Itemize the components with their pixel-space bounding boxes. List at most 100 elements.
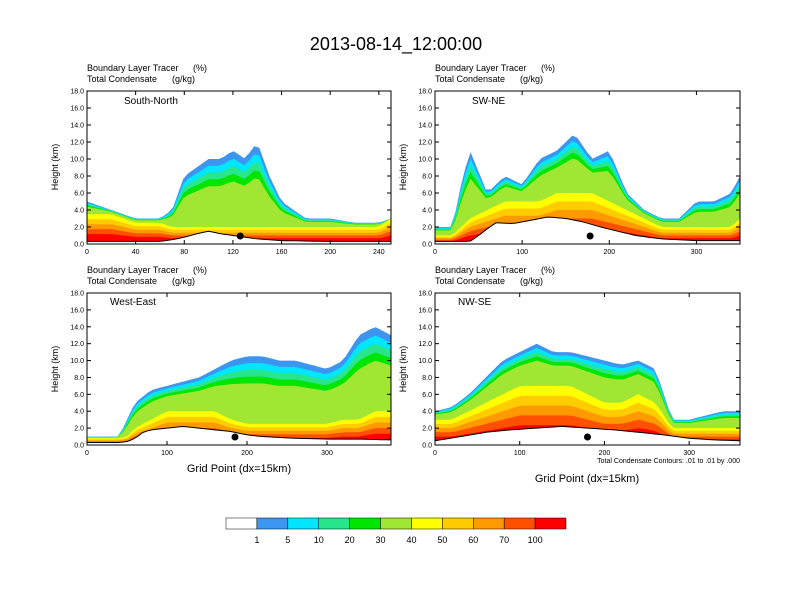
plot-frame bbox=[434, 90, 741, 245]
y-tick-label: 6.0 bbox=[422, 392, 432, 399]
colorbar-swatch bbox=[503, 517, 536, 530]
panel-field-units: (%) bbox=[541, 265, 555, 275]
terrain bbox=[87, 425, 391, 445]
colorbar-swatch bbox=[380, 517, 412, 530]
y-tick-label: 14.0 bbox=[418, 123, 432, 130]
colorbar bbox=[225, 517, 567, 530]
y-ticks: 0.0 2.0 4.0 6.0 8.0 10.0 12.0 14.0 16.0 18.0 bbox=[70, 291, 391, 450]
y-tick-label: 4.0 bbox=[74, 208, 84, 215]
y-tick-label: 18.0 bbox=[418, 291, 432, 298]
y-tick-label: 14.0 bbox=[70, 123, 84, 130]
y-tick-label: 8.0 bbox=[422, 174, 432, 181]
y-tick-label: 12.0 bbox=[70, 341, 84, 348]
y-tick-label: 0.0 bbox=[422, 242, 432, 249]
panel-field-label: Boundary Layer Tracer bbox=[87, 63, 179, 73]
panel-contour-units: (g/kg) bbox=[172, 74, 195, 84]
x-tick-label: 240 bbox=[373, 249, 385, 256]
panel-field-label: Boundary Layer Tracer bbox=[87, 265, 179, 275]
y-tick-label: 6.0 bbox=[74, 392, 84, 399]
y-tick-label: 10.0 bbox=[70, 157, 84, 164]
location-marker bbox=[586, 232, 594, 240]
panel-field-label: Boundary Layer Tracer bbox=[435, 63, 527, 73]
y-tick-label: 14.0 bbox=[70, 324, 84, 331]
y-tick-label: 4.0 bbox=[422, 409, 432, 416]
x-axis-label: Grid Point (dx=15km) bbox=[187, 463, 291, 475]
x-ticks: 0 100 200 300 bbox=[433, 293, 695, 457]
y-tick-label: 12.0 bbox=[418, 140, 432, 147]
x-tick-label: 40 bbox=[132, 249, 140, 256]
terrain-outline bbox=[87, 425, 391, 443]
y-axis-label: Height (km) bbox=[398, 144, 408, 191]
location-marker bbox=[584, 433, 591, 441]
y-tick-label: 0.0 bbox=[74, 443, 84, 450]
plot-frame bbox=[86, 292, 392, 446]
x-tick-label: 300 bbox=[691, 249, 703, 256]
x-ticks: 0 40 80 120 160 200 240 bbox=[85, 91, 385, 256]
x-tick-label: 200 bbox=[324, 249, 336, 256]
y-ticks: 0.0 2.0 4.0 6.0 8.0 10.0 12.0 14.0 16.0 18.0 bbox=[418, 89, 740, 249]
y-axis-label: Height (km) bbox=[50, 144, 60, 191]
colorbar-labels: 1 5 10 20 30 40 50 60 70 100 bbox=[254, 535, 542, 545]
colorbar-label: 1 bbox=[254, 535, 259, 545]
panel-field-units: (%) bbox=[193, 265, 207, 275]
panel-label: West-East bbox=[110, 297, 156, 308]
x-tick-label: 0 bbox=[85, 249, 89, 256]
y-tick-label: 2.0 bbox=[422, 225, 432, 232]
y-tick-label: 0.0 bbox=[74, 242, 84, 249]
colorbar-label: 40 bbox=[406, 535, 416, 545]
colorbar-label: 50 bbox=[437, 535, 447, 545]
colorbar-swatch bbox=[225, 517, 258, 530]
colorbar-label: 70 bbox=[499, 535, 509, 545]
plot-fill bbox=[87, 146, 391, 244]
y-tick-label: 12.0 bbox=[418, 341, 432, 348]
colorbar-swatch bbox=[349, 517, 381, 530]
y-tick-label: 6.0 bbox=[74, 191, 84, 198]
x-tick-label: 100 bbox=[161, 450, 173, 457]
panel-field-units: (%) bbox=[193, 63, 207, 73]
panel-field-label: Boundary Layer Tracer bbox=[435, 265, 527, 275]
y-tick-label: 16.0 bbox=[70, 307, 84, 314]
figure-title: 2013-08-14_12:00:00 bbox=[310, 34, 482, 55]
colorbar-label: 20 bbox=[345, 535, 355, 545]
contour-annotation: Total Condensate Contours: .01 to .01 by… bbox=[597, 458, 740, 465]
y-tick-label: 14.0 bbox=[418, 324, 432, 331]
colorbar-swatch bbox=[473, 517, 505, 530]
y-tick-label: 6.0 bbox=[422, 191, 432, 198]
y-tick-label: 2.0 bbox=[74, 426, 84, 433]
x-tick-label: 100 bbox=[516, 249, 528, 256]
panel-label: South-North bbox=[124, 96, 178, 107]
x-tick-label: 200 bbox=[241, 450, 253, 457]
x-tick-label: 100 bbox=[514, 450, 526, 457]
colorbar-swatch bbox=[318, 517, 350, 530]
y-ticks: 0.0 2.0 4.0 6.0 8.0 10.0 12.0 14.0 16.0 18.0 bbox=[70, 89, 391, 249]
colorbar-label: 100 bbox=[528, 535, 543, 545]
x-ticks: 0 100 200 300 bbox=[433, 91, 702, 256]
y-tick-label: 16.0 bbox=[418, 106, 432, 113]
y-tick-label: 2.0 bbox=[422, 426, 432, 433]
x-tick-label: 120 bbox=[227, 249, 239, 256]
colorbar-swatch bbox=[534, 517, 567, 530]
y-tick-label: 8.0 bbox=[422, 375, 432, 382]
y-tick-label: 10.0 bbox=[418, 157, 432, 164]
plot-fill bbox=[87, 327, 391, 445]
y-tick-label: 4.0 bbox=[74, 409, 84, 416]
panel-contour-label: Total Condensate bbox=[435, 74, 505, 84]
x-tick-label: 200 bbox=[603, 249, 615, 256]
colorbar-label: 60 bbox=[468, 535, 478, 545]
x-tick-label: 0 bbox=[433, 249, 437, 256]
colorbar-label: 30 bbox=[376, 535, 386, 545]
x-tick-label: 160 bbox=[276, 249, 288, 256]
panel-contour-units: (g/kg) bbox=[520, 276, 543, 286]
y-tick-label: 0.0 bbox=[422, 443, 432, 450]
panel-contour-label: Total Condensate bbox=[87, 276, 157, 286]
panel-west-east: Boundary Layer Tracer (%) Total Condensa… bbox=[50, 265, 392, 475]
panel-contour-label: Total Condensate bbox=[87, 74, 157, 84]
x-tick-label: 300 bbox=[683, 450, 695, 457]
panel-contour-label: Total Condensate bbox=[435, 276, 505, 286]
colorbar-label: 5 bbox=[285, 535, 290, 545]
panel-contour-units: (g/kg) bbox=[520, 74, 543, 84]
x-ticks: 0 100 200 300 bbox=[85, 293, 333, 457]
colorbar-swatch bbox=[411, 517, 443, 530]
x-tick-label: 200 bbox=[599, 450, 611, 457]
